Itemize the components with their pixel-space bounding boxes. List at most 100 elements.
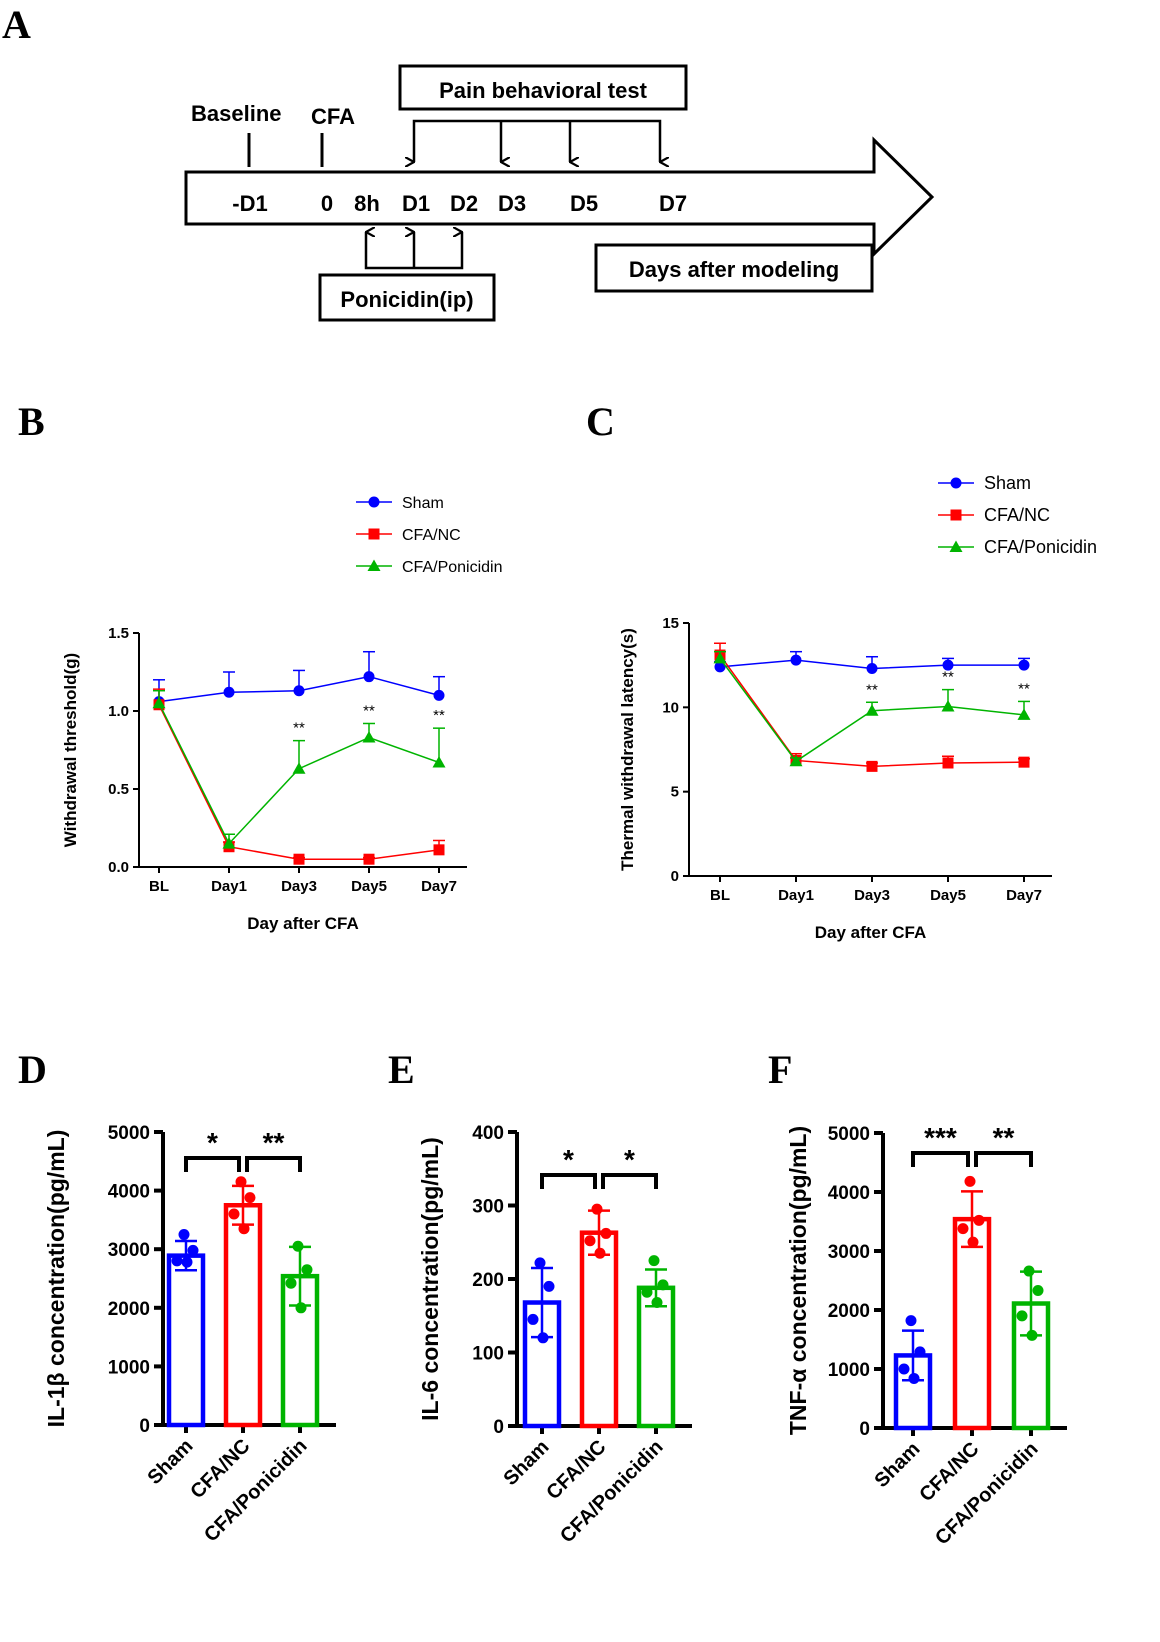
timeline-label-d3: D3: [498, 191, 526, 216]
chart-tnfa: 0 1000 2000 3000 4000 5000 TNF-α concentration…: [785, 1122, 1067, 1549]
significance-marker: **: [866, 681, 878, 698]
data-point: [362, 731, 376, 743]
series-sham: [153, 650, 445, 708]
series-sham: [714, 650, 1030, 675]
significance-marker: **: [993, 1122, 1015, 1153]
data-point: [244, 1192, 256, 1204]
ponicidin-label: Ponicidin(ip): [340, 287, 473, 312]
data-point: [228, 1208, 240, 1220]
y-tick-label: 300: [472, 1197, 504, 1218]
x-tick-label: Day5: [351, 878, 387, 895]
y-tick-label: 100: [472, 1344, 504, 1365]
data-point: [295, 1302, 307, 1314]
panel-letter-e: E: [388, 1047, 415, 1092]
days-after-modeling-box: [594, 243, 874, 293]
data-point: [905, 1315, 917, 1327]
data-point: [1023, 1265, 1035, 1277]
bar-cfa-nc: [223, 1203, 263, 1428]
chart-il1b: 0 1000 2000 3000 4000 5000 IL-1β concentration…: [43, 1123, 336, 1546]
data-point: [301, 1264, 313, 1276]
legend-label-cfa-nc: CFA/NC: [402, 527, 461, 544]
significance-marker: **: [293, 720, 305, 737]
data-point: [866, 663, 878, 675]
data-point: [543, 1280, 555, 1292]
y-tick-label: 2000: [108, 1299, 150, 1320]
data-point: [790, 654, 802, 666]
data-point: [433, 844, 445, 856]
x-tick-label: BL: [149, 878, 169, 895]
data-point: [537, 1332, 549, 1344]
data-point: [178, 1229, 190, 1241]
panel-letter-c: C: [586, 399, 615, 444]
bar-cfa-ponicidin: [636, 1285, 676, 1429]
data-point: [293, 853, 305, 865]
x-tick-label: Day3: [281, 878, 317, 895]
legend-label-cfa-ponicidin: CFA/Ponicidin: [402, 559, 503, 576]
significance-marker: **: [942, 669, 954, 686]
timeline-label-d5: D5: [570, 191, 598, 216]
data-point: [181, 1256, 193, 1268]
y-tick-label: 0: [139, 1416, 150, 1437]
x-tick-label: Day7: [1006, 887, 1042, 904]
x-tick-label: CFA/Ponicidin: [931, 1438, 1042, 1549]
y-tick-label: 4000: [108, 1182, 150, 1203]
timeline-label-0: 0: [321, 191, 333, 216]
y-tick-label: 3000: [108, 1240, 150, 1261]
data-point: [908, 1372, 920, 1384]
y-tick-label: 5000: [828, 1124, 870, 1145]
data-point: [1016, 1310, 1028, 1322]
data-point: [942, 659, 954, 671]
series-cfa-ponicidin: [152, 689, 446, 849]
data-point: [914, 1346, 926, 1358]
data-point: [292, 1240, 304, 1252]
chart-withdrawal-threshold: 0.0 0.5 1.0 1.5 BL Day1 Day3 Day5 Day7 Day after …: [61, 495, 503, 933]
data-point: [527, 1313, 539, 1325]
significance-marker: *: [207, 1127, 218, 1158]
data-point: [941, 699, 955, 712]
significance-marker: **: [263, 1127, 285, 1158]
significance-marker: **: [1018, 680, 1030, 697]
legend-marker: [368, 496, 380, 508]
legend-label-sham: Sham: [402, 495, 444, 512]
days-after-modeling-label: Days after modeling: [629, 257, 839, 282]
significance-marker: ***: [924, 1122, 957, 1153]
x-axis-title: Day after CFA: [247, 914, 358, 933]
significance-bracket: [184, 1156, 241, 1172]
y-axis-title: Thermal withdrawal latency(s): [618, 628, 637, 871]
data-point: [866, 760, 878, 772]
y-tick-label: 15: [662, 615, 679, 632]
panel-letter-a: A: [2, 2, 31, 47]
data-point: [713, 651, 727, 664]
x-axis-title: Day after CFA: [815, 923, 926, 942]
data-point: [432, 755, 446, 768]
significance-marker: *: [563, 1144, 574, 1175]
y-axis-title: TNF-α concentration(pg/mL): [785, 1126, 811, 1435]
x-tick-label: Sham: [499, 1436, 553, 1490]
legend-label-cfa-nc: CFA/NC: [984, 505, 1050, 525]
data-point: [789, 754, 803, 767]
data-point: [152, 696, 166, 709]
data-point: [285, 1277, 297, 1289]
ponicidin-box: [318, 273, 496, 322]
x-tick-label: Sham: [143, 1435, 197, 1489]
data-point: [222, 837, 236, 849]
data-point: [641, 1286, 653, 1298]
data-point: [363, 853, 375, 865]
x-tick-label: CFA/Ponicidin: [556, 1436, 667, 1547]
data-point: [657, 1279, 669, 1291]
legend-marker: [949, 540, 963, 552]
legend-marker: [368, 528, 380, 540]
legend-label-sham: Sham: [984, 473, 1031, 493]
data-point: [714, 661, 726, 673]
data-point: [967, 1236, 979, 1248]
data-point: [591, 1203, 603, 1215]
timeline-label-d7: D7: [659, 191, 687, 216]
data-point: [942, 757, 954, 769]
data-point: [973, 1214, 985, 1226]
chart-il6: 0 100 200 300 400 IL-6 concentration(pg/mL) Sh…: [417, 1123, 692, 1547]
y-axis-title: IL-1β concentration(pg/mL): [43, 1130, 69, 1428]
data-point: [957, 1223, 969, 1235]
significance-bracket: [540, 1173, 597, 1189]
panel-letter-d: D: [18, 1047, 47, 1092]
